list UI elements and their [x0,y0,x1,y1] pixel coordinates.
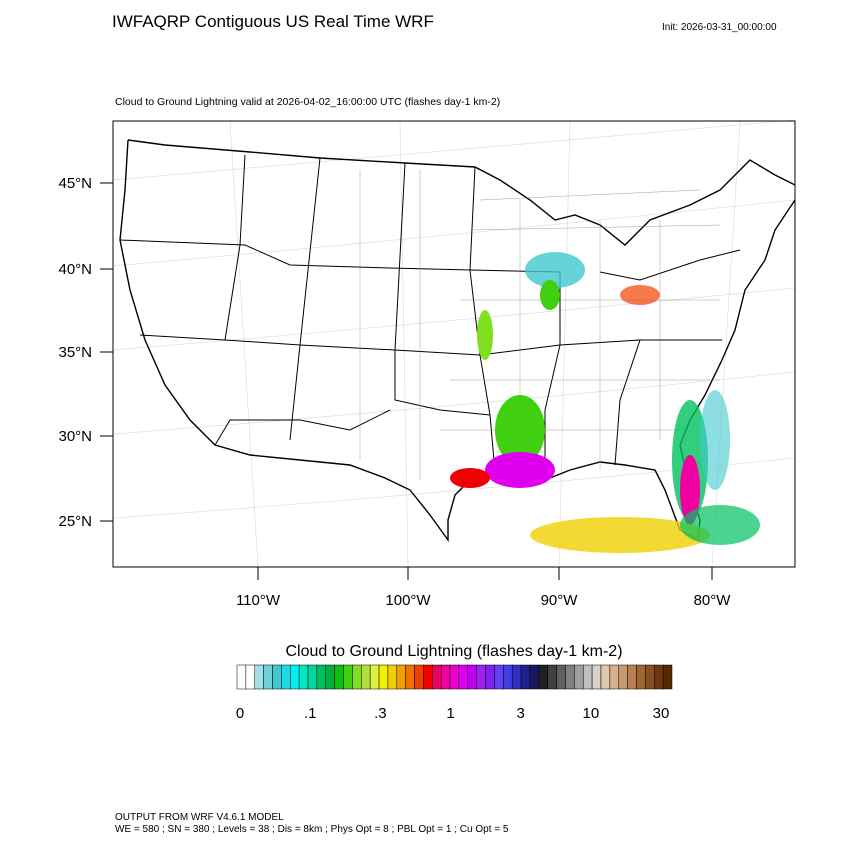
colorbar-swatch [565,664,575,690]
colorbar-swatch [662,664,673,690]
colorbar-swatch [325,664,335,690]
colorbar-swatch [591,664,602,690]
colorbar-swatch [556,664,566,690]
colorbar-swatch [405,664,415,690]
colorbar-swatch [316,664,327,690]
colorbar-label: 0 [236,705,244,722]
lightning-areas [450,252,760,553]
lon-label: 100°W [385,592,431,609]
colorbar-label: .3 [374,705,387,722]
colorbar-label: 1 [446,705,454,722]
subtitle: Cloud to Ground Lightning valid at 2026-… [115,96,500,108]
colorbar-swatch [494,664,504,690]
colorbar-swatch [245,664,256,690]
lat-label: 30°N [58,428,92,445]
colorbar-swatch [645,664,655,690]
colorbar-label: 3 [516,705,524,722]
colorbar-swatch [414,664,424,690]
colorbar-swatch [627,664,637,690]
colorbar-swatch [529,664,540,690]
footer-line: OUTPUT FROM WRF V4.6.1 MODEL [115,812,284,823]
axis-ticks [100,182,713,580]
colorbar-swatch [352,664,362,690]
colorbar-swatch [600,664,611,690]
title: IWFAQRP Contiguous US Real Time WRF [112,12,434,31]
colorbar-swatch [423,664,433,690]
colorbar-swatch [440,664,451,690]
colorbar-swatch [263,664,273,690]
lat-label: 40°N [58,261,92,278]
colorbar-swatch [538,664,548,690]
colorbar-swatch [290,664,300,690]
colorbar-swatch [334,664,344,690]
colorbar-swatch [236,664,247,690]
colorbar [236,664,673,690]
lon-label: 110°W [236,592,281,609]
map [100,119,796,580]
colorbar-label: 10 [582,705,599,722]
colorbar-swatch [369,664,380,690]
colorbar-swatch [520,664,531,690]
colorbar-label: .1 [304,705,317,722]
colorbar-swatch [343,664,353,690]
lat-label: 45°N [58,175,92,192]
colorbar-swatch [254,664,264,690]
colorbar-swatch [582,664,593,690]
colorbar-swatch [458,664,469,690]
colorbar-swatch [432,664,442,690]
colorbar-swatch [609,664,619,690]
colorbar-swatch [476,664,486,690]
colorbar-swatch [449,664,460,690]
colorbar-title: Cloud to Ground Lightning (flashes day-1… [285,643,622,660]
colorbar-swatch [618,664,628,690]
colorbar-labels: 0 .1 .3 1 3 10 30 [236,705,670,722]
colorbar-label: 30 [653,705,670,722]
colorbar-swatch [396,664,406,690]
colorbar-swatch [298,664,309,690]
colorbar-swatch [361,664,371,690]
county-lines [359,170,721,480]
lon-label: 80°W [694,592,732,609]
colorbar-swatch [281,664,291,690]
colorbar-swatch [503,664,513,690]
colorbar-swatch [387,664,398,690]
colorbar-swatch [636,664,646,690]
colorbar-swatch [547,664,557,690]
map-frame [112,120,796,568]
colorbar-swatch [511,664,522,690]
lon-label: 90°W [541,592,579,609]
colorbar-swatch [467,664,477,690]
colorbar-swatch [653,664,664,690]
lon-labels: 110°W 100°W 90°W 80°W [236,592,731,609]
state-lines [119,154,741,480]
lat-label: 35°N [58,344,92,361]
colorbar-swatch [307,664,318,690]
colorbar-swatch [574,664,584,690]
lat-label: 25°N [58,513,92,530]
colorbar-swatch [485,664,495,690]
colorbar-swatch [378,664,389,690]
colorbar-swatch [272,664,282,690]
graticule [112,119,796,568]
lat-labels: 45°N 40°N 35°N 30°N 25°N [58,175,92,530]
footer-line: WE = 580 ; SN = 380 ; Levels = 38 ; Dis … [115,824,509,835]
init-time: Init: 2026-03-31_00:00:00 [662,22,777,33]
